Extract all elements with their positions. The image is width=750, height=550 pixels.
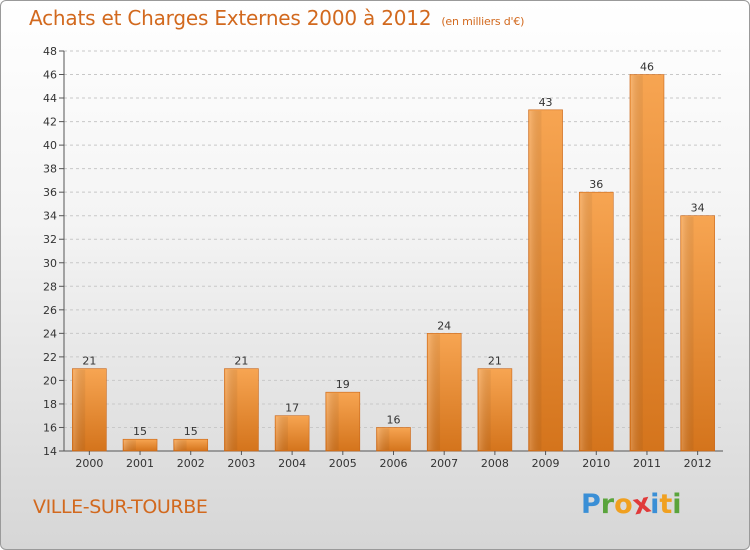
y-tick-label: 38 (43, 163, 57, 176)
bar-highlight (580, 193, 593, 451)
data-label: 46 (640, 61, 654, 74)
chart-title-main: Achats et Charges Externes 2000 à 2012 (29, 6, 432, 30)
y-tick-label: 48 (43, 45, 57, 58)
y-tick-label: 32 (43, 233, 57, 246)
x-tick-label: 2006 (380, 457, 408, 470)
bar-highlight (225, 369, 238, 450)
bar-highlight (326, 393, 339, 450)
x-tick-label: 2012 (684, 457, 712, 470)
data-label: 21 (488, 355, 502, 368)
logo-letter: t (659, 489, 673, 520)
y-tick-label: 40 (43, 139, 57, 152)
x-tick-label: 2001 (126, 457, 154, 470)
x-axis-ticks: 2000 2001 2002 2003 2004 2005 2006 2007 2008 2009… (75, 451, 712, 470)
bar-highlight (174, 440, 187, 450)
x-tick-label: 2009 (532, 457, 560, 470)
proxiti-logo[interactable]: Proxiti (581, 488, 682, 522)
y-tick-label: 26 (43, 304, 57, 317)
y-tick-label: 28 (43, 280, 57, 293)
bar-highlight (377, 428, 390, 450)
data-label: 19 (336, 378, 350, 391)
data-label: 24 (437, 319, 451, 332)
chart-unit-note: (en milliers d'€) (441, 15, 525, 28)
logo-letter: i (672, 489, 682, 520)
grid-lines (64, 50, 723, 428)
data-label: 15 (133, 425, 147, 438)
x-tick-label: 2007 (430, 457, 458, 470)
logo-letter: P (581, 489, 601, 520)
data-label: 21 (82, 355, 96, 368)
data-label: 36 (589, 178, 603, 191)
bar-highlight (478, 369, 491, 450)
y-axis-ticks: 14 16 18 20 22 24 26 28 30 32 34 36 38 40 42 44 46 48 (43, 45, 64, 458)
bars: 21 15 15 21 17 19 16 24 21 43 36 46 34 (72, 61, 715, 452)
bar-highlight (529, 110, 542, 450)
data-label: 17 (285, 402, 299, 415)
logo-letter: r (600, 489, 615, 520)
y-tick-label: 24 (43, 327, 57, 340)
y-tick-label: 16 (43, 421, 57, 434)
x-tick-label: 2002 (177, 457, 205, 470)
y-tick-label: 22 (43, 351, 57, 364)
x-tick-label: 2004 (278, 457, 306, 470)
x-tick-label: 2011 (633, 457, 661, 470)
data-label: 34 (691, 202, 705, 215)
data-label: 16 (387, 413, 401, 426)
logo-letter: o (614, 489, 633, 520)
y-tick-label: 36 (43, 186, 57, 199)
y-tick-label: 18 (43, 398, 57, 411)
x-tick-label: 2003 (227, 457, 255, 470)
commune-name: VILLE-SUR-TOURBE (33, 496, 208, 518)
data-label: 21 (234, 355, 248, 368)
x-tick-label: 2010 (582, 457, 610, 470)
chart-title: Achats et Charges Externes 2000 à 2012 (e… (29, 6, 524, 30)
data-label: 43 (539, 96, 553, 109)
bar-highlight (630, 75, 643, 450)
y-tick-label: 30 (43, 257, 57, 270)
bar-highlight (73, 369, 86, 450)
bar-highlight (428, 334, 441, 450)
y-tick-label: 14 (43, 445, 57, 458)
data-label: 15 (184, 425, 198, 438)
y-tick-label: 20 (43, 374, 57, 387)
bar-highlight (124, 440, 136, 450)
y-tick-label: 44 (43, 92, 57, 105)
bar-highlight (681, 216, 694, 450)
bar-highlight (276, 416, 289, 450)
axes (63, 51, 723, 452)
y-tick-label: 42 (43, 116, 57, 129)
y-tick-label: 34 (43, 210, 57, 223)
x-tick-label: 2000 (75, 457, 103, 470)
y-tick-label: 46 (43, 69, 57, 82)
logo-letter: i (650, 489, 660, 520)
x-tick-label: 2008 (481, 457, 509, 470)
x-tick-label: 2005 (329, 457, 357, 470)
